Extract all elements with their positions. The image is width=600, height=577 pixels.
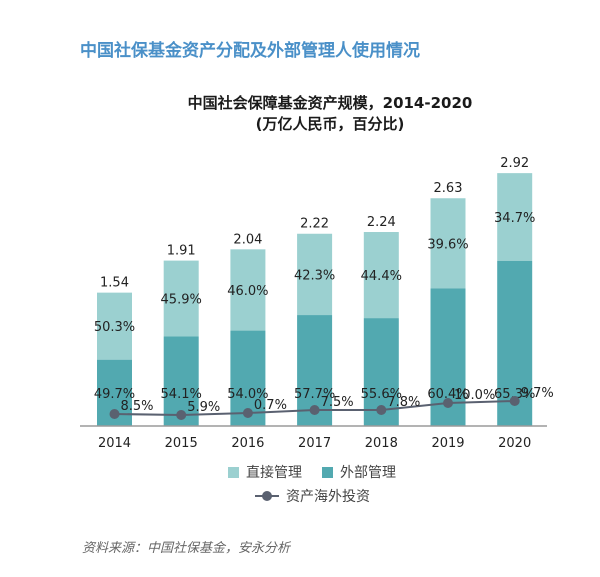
legend-item-external: 外部管理 [322, 462, 396, 482]
x-tick-label-2020: 2020 [498, 436, 531, 451]
external-label-2015: 54.1% [161, 387, 202, 402]
line-label-2019: 10.0% [454, 388, 495, 403]
total-label-2016: 2.04 [233, 232, 262, 247]
external-label-2020: 65.3% [494, 387, 535, 402]
total-label-2017: 2.22 [300, 217, 329, 232]
x-tick-label-2018: 2018 [365, 436, 398, 451]
page-title: 中国社保基金资产分配及外部管理人使用情况 [80, 41, 420, 61]
legend-item-overseas: 资产海外投资 [254, 486, 370, 506]
source-note: 资料来源：中国社保基金，安永分析 [82, 541, 291, 556]
direct-label-2020: 34.7% [494, 211, 535, 226]
external-label-2014: 49.7% [94, 387, 135, 402]
total-label-2014: 1.54 [100, 276, 129, 291]
line-label-2014: 8.5% [121, 399, 154, 414]
x-tick-label-2019: 2019 [431, 436, 464, 451]
chart-subtitle: (万亿人民币，百分比) [255, 115, 405, 133]
line-point-2017 [309, 405, 320, 415]
line-point-2014 [109, 409, 120, 419]
bar-direct-2019 [430, 198, 466, 289]
legend-swatch-external [322, 466, 333, 478]
direct-label-2018: 44.4% [361, 269, 402, 284]
external-label-2017: 57.7% [294, 387, 335, 402]
x-tick-label-2015: 2015 [165, 436, 198, 451]
bar-direct-2020 [497, 173, 533, 261]
bar-direct-2015 [163, 260, 199, 337]
legend-swatch-direct [228, 466, 239, 478]
line-label-2018: 7.8% [387, 395, 420, 410]
legend-label-direct: 直接管理 [246, 465, 302, 481]
total-label-2020: 2.92 [500, 156, 529, 171]
line-label-2020: 9.7% [521, 386, 554, 401]
direct-label-2017: 42.3% [294, 268, 335, 283]
total-label-2015: 1.91 [167, 244, 196, 259]
external-label-2019: 60.4% [427, 387, 468, 402]
bar-direct-2016 [230, 249, 266, 331]
line-point-2018 [376, 405, 387, 415]
line-label-2017: 7.5% [321, 395, 354, 410]
bar-direct-2018 [363, 232, 399, 319]
bar-direct-2017 [297, 233, 333, 316]
total-label-2019: 2.63 [434, 181, 463, 196]
direct-label-2019: 39.6% [427, 237, 468, 252]
direct-label-2014: 50.3% [94, 320, 135, 335]
bar-direct-2014 [97, 292, 132, 360]
line-point-2020 [509, 396, 520, 406]
direct-label-2015: 45.9% [161, 293, 202, 308]
legend-item-direct: 直接管理 [228, 462, 302, 482]
line-label-2016: 0.7% [254, 398, 287, 413]
external-label-2016: 54.0% [227, 387, 268, 402]
legend-label-external: 外部管理 [340, 465, 396, 481]
total-label-2018: 2.24 [367, 215, 396, 230]
external-label-2018: 55.6% [361, 387, 402, 402]
line-point-2019 [443, 398, 453, 408]
x-tick-label-2017: 2017 [298, 436, 331, 451]
legend-line-marker-icon [255, 491, 279, 501]
line-point-2016 [242, 408, 253, 418]
chart-title: 中国社会保障基金资产规模，2014-2020 [187, 94, 473, 112]
line-point-2015 [176, 410, 187, 420]
direct-label-2016: 46.0% [227, 284, 268, 299]
legend-label-overseas: 资产海外投资 [286, 489, 370, 505]
line-label-2015: 5.9% [187, 400, 220, 415]
x-tick-label-2014: 2014 [98, 436, 131, 451]
x-tick-label-2016: 2016 [231, 436, 264, 451]
